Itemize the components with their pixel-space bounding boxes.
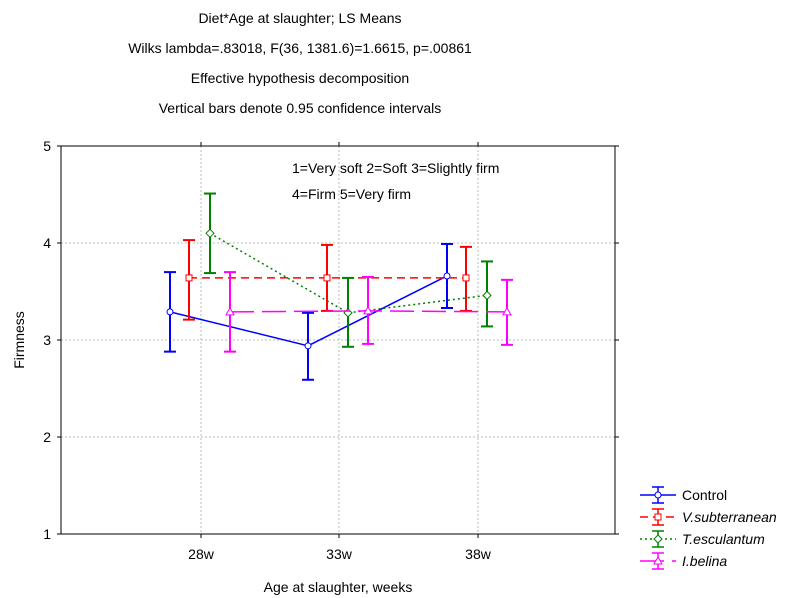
firmness-scale-annotation-line-1: 1=Very soft 2=Soft 3=Slightly firm bbox=[292, 160, 499, 176]
y-tick-label-3: 4 bbox=[43, 235, 51, 251]
legend-marker-3 bbox=[653, 555, 663, 565]
chart-subtitle-stats: Wilks lambda=.83018, F(36, 1381.6)=1.661… bbox=[128, 40, 472, 56]
data-point-0-2 bbox=[443, 272, 451, 280]
data-point-3-0 bbox=[225, 306, 235, 316]
y-tick-label-0: 1 bbox=[43, 526, 51, 542]
y-tick-label-2: 3 bbox=[43, 332, 51, 348]
y-axis-label: Firmness bbox=[11, 311, 27, 369]
legend-label-0: Control bbox=[682, 487, 727, 503]
legend-label-1: V.subterranean bbox=[682, 509, 777, 525]
legend-label-2: T.esculantum bbox=[682, 531, 765, 547]
chart-subtitle-decomposition: Effective hypothesis decomposition bbox=[190, 70, 410, 86]
x-tick-label-2: 38w bbox=[465, 546, 492, 562]
data-point-1-0 bbox=[185, 274, 193, 282]
data-point-3-1 bbox=[363, 305, 373, 315]
x-tick-label-1: 33w bbox=[326, 546, 353, 562]
legend-marker-2 bbox=[653, 534, 663, 544]
data-point-1-2 bbox=[462, 274, 470, 282]
legend-marker-1 bbox=[654, 513, 662, 521]
chart-title: Diet*Age at slaughter; LS Means bbox=[198, 10, 402, 26]
legend-marker-0 bbox=[654, 491, 662, 499]
data-point-1-1 bbox=[323, 274, 331, 282]
firmness-scale-annotation-line-2: 4=Firm 5=Very firm bbox=[292, 186, 411, 202]
data-point-2-1 bbox=[343, 308, 353, 318]
legend-label-3: I.belina bbox=[682, 553, 727, 569]
data-point-3-2 bbox=[502, 306, 512, 316]
x-axis-label: Age at slaughter, weeks bbox=[264, 579, 413, 595]
y-tick-label-4: 5 bbox=[43, 138, 51, 154]
chart-subtitle-ci-note: Vertical bars denote 0.95 confidence int… bbox=[158, 100, 442, 116]
data-point-0-1 bbox=[304, 342, 312, 350]
data-point-0-0 bbox=[166, 308, 174, 316]
data-point-2-2 bbox=[482, 290, 492, 301]
x-tick-label-0: 28w bbox=[188, 546, 215, 562]
data-point-2-0 bbox=[205, 228, 215, 239]
y-tick-label-1: 2 bbox=[43, 429, 51, 445]
